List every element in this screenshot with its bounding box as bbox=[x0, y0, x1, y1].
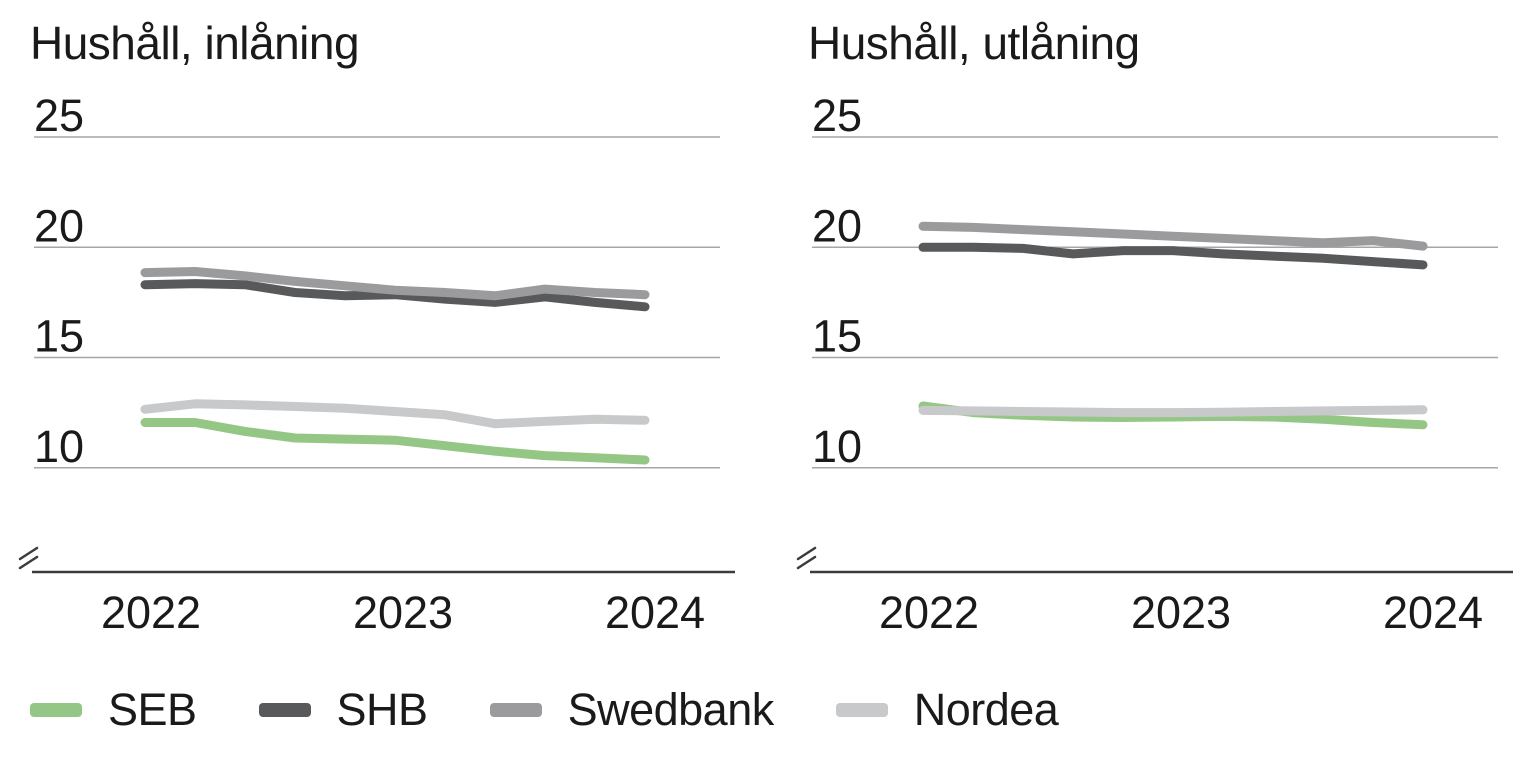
chart-plot-area: 25 20 15 10 2022 2023 2024 bbox=[18, 90, 735, 638]
chart-plot-area: 25 20 15 10 2022 2023 2024 bbox=[796, 90, 1513, 638]
legend-item-nordea: Nordea bbox=[835, 684, 1059, 736]
y-tick-label: 25 bbox=[34, 90, 84, 141]
x-tick-label: 2023 bbox=[353, 587, 453, 638]
legend-label: SHB bbox=[336, 684, 429, 735]
series-line-swedbank bbox=[918, 221, 1428, 251]
legend-label: Swedbank bbox=[567, 684, 775, 735]
chart-household-deposits: Hushåll, inlåning 25 20 15 10 2022 2023 2024 bbox=[0, 0, 760, 660]
series-line-nordea bbox=[140, 399, 650, 429]
legend: SEB SHB Swedbank Nordea bbox=[30, 684, 1059, 736]
shb-line-swatch-icon bbox=[258, 703, 311, 717]
y-tick-label: 20 bbox=[34, 200, 84, 251]
nordea-line-swatch-icon bbox=[835, 703, 888, 717]
axis-break-icon bbox=[796, 546, 817, 570]
chart-household-lending: Hushåll, utlåning 25 20 15 10 2022 2023 2024 bbox=[778, 0, 1536, 660]
legend-item-seb: SEB bbox=[30, 684, 197, 736]
x-tick-label: 2024 bbox=[605, 587, 705, 638]
y-tick-label: 15 bbox=[812, 311, 862, 362]
y-tick-label: 20 bbox=[812, 200, 862, 251]
axis-break-icon bbox=[18, 546, 39, 570]
legend-label: Nordea bbox=[913, 684, 1059, 735]
chart-title: Hushåll, utlåning bbox=[808, 17, 1140, 69]
seb-line-swatch-icon bbox=[30, 703, 82, 717]
chart-title: Hushåll, inlåning bbox=[30, 17, 360, 69]
legend-label: SEB bbox=[108, 684, 197, 735]
series-line-swedbank bbox=[140, 267, 650, 301]
series-line-seb bbox=[140, 418, 650, 465]
series-line-shb bbox=[918, 242, 1428, 270]
x-tick-label: 2022 bbox=[879, 587, 979, 638]
y-tick-label: 10 bbox=[812, 421, 862, 472]
y-tick-label: 10 bbox=[34, 421, 84, 472]
y-tick-label: 15 bbox=[34, 311, 84, 362]
legend-item-swedbank: Swedbank bbox=[489, 684, 775, 736]
x-tick-label: 2024 bbox=[1383, 587, 1483, 638]
x-tick-label: 2023 bbox=[1131, 587, 1231, 638]
x-tick-label: 2022 bbox=[101, 587, 201, 638]
swedbank-line-swatch-icon bbox=[489, 703, 542, 717]
series-line-nordea bbox=[918, 405, 1428, 418]
legend-item-shb: SHB bbox=[258, 684, 429, 736]
y-tick-label: 25 bbox=[812, 90, 862, 141]
